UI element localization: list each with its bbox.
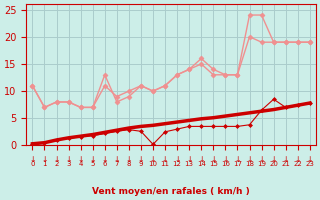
Text: ↓: ↓ (246, 155, 253, 164)
X-axis label: Vent moyen/en rafales ( km/h ): Vent moyen/en rafales ( km/h ) (92, 187, 250, 196)
Text: ↓: ↓ (270, 155, 277, 164)
Text: ↓: ↓ (138, 155, 144, 164)
Text: ↓: ↓ (222, 155, 228, 164)
Text: ↓: ↓ (234, 155, 241, 164)
Text: ↓: ↓ (210, 155, 217, 164)
Text: ↓: ↓ (150, 155, 156, 164)
Text: ↓: ↓ (77, 155, 84, 164)
Text: ↓: ↓ (53, 155, 60, 164)
Text: ↓: ↓ (101, 155, 108, 164)
Text: ↓: ↓ (198, 155, 204, 164)
Text: ↓: ↓ (162, 155, 168, 164)
Text: ↓: ↓ (90, 155, 96, 164)
Text: ↓: ↓ (283, 155, 289, 164)
Text: ↓: ↓ (65, 155, 72, 164)
Text: ↓: ↓ (186, 155, 192, 164)
Text: ↓: ↓ (41, 155, 48, 164)
Text: ↓: ↓ (258, 155, 265, 164)
Text: ↓: ↓ (294, 155, 301, 164)
Text: ↓: ↓ (174, 155, 180, 164)
Text: ↓: ↓ (29, 155, 36, 164)
Text: ↓: ↓ (307, 155, 313, 164)
Text: ↓: ↓ (114, 155, 120, 164)
Text: ↓: ↓ (126, 155, 132, 164)
